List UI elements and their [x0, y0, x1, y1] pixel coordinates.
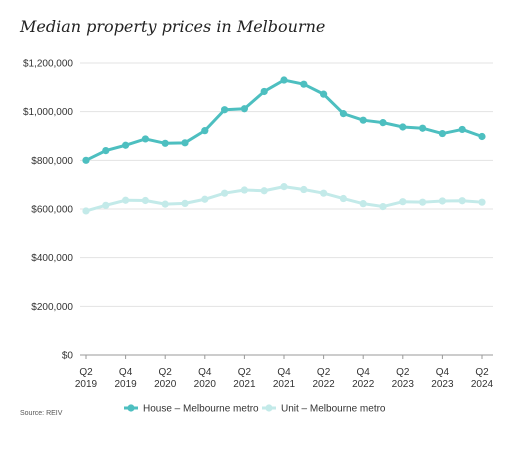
- data-point: [141, 135, 149, 143]
- series-line: [84, 78, 484, 162]
- data-point: [419, 198, 427, 206]
- source-note: Source: REIV: [20, 410, 63, 417]
- x-tick-label: 2021: [273, 379, 296, 390]
- legend-label: Unit – Melbourne metro: [281, 404, 386, 415]
- data-point: [339, 110, 347, 118]
- x-axis-labels: Q22019Q42019Q22020Q42020Q22021Q42021Q220…: [75, 355, 494, 390]
- gridlines: [80, 62, 493, 356]
- data-point: [221, 106, 229, 114]
- x-tick-label: 2023: [431, 379, 454, 390]
- x-tick-label: Q2: [238, 367, 252, 378]
- data-point: [260, 87, 268, 96]
- x-tick-label: 2024: [471, 379, 494, 390]
- chart-title: Median property prices in Melbourne: [20, 17, 326, 36]
- x-tick-label: Q2: [475, 367, 489, 378]
- data-point: [161, 200, 169, 208]
- data-point: [181, 199, 189, 208]
- data-point: [240, 186, 248, 194]
- series-group: [82, 76, 486, 215]
- x-tick-label: 2023: [392, 379, 415, 390]
- data-point: [458, 197, 466, 205]
- x-tick-label: 2019: [75, 379, 98, 390]
- x-tick-label: Q4: [357, 367, 371, 378]
- data-point: [181, 139, 189, 147]
- data-point: [141, 196, 149, 205]
- x-tick-label: Q2: [79, 367, 93, 378]
- data-point: [122, 141, 130, 149]
- data-point: [102, 147, 110, 155]
- x-tick-label: Q4: [198, 367, 212, 378]
- data-point: [122, 196, 130, 204]
- data-point: [320, 90, 328, 98]
- legend-label: House – Melbourne metro: [143, 404, 259, 415]
- data-point: [478, 198, 486, 206]
- data-point: [320, 189, 328, 197]
- x-tick-label: 2020: [194, 379, 217, 390]
- x-tick-label: 2022: [312, 379, 335, 390]
- data-point: [82, 156, 90, 164]
- data-point: [478, 132, 486, 141]
- data-point: [300, 80, 308, 88]
- y-tick-label: $800,000: [31, 156, 73, 167]
- legend-swatch-marker: [265, 404, 273, 412]
- y-tick-label: $1,000,000: [23, 107, 73, 118]
- x-tick-label: Q2: [317, 367, 331, 378]
- legend-swatch-marker: [127, 404, 135, 412]
- x-tick-label: Q2: [159, 367, 173, 378]
- y-tick-label: $1,200,000: [23, 59, 73, 70]
- data-point: [240, 105, 248, 113]
- x-tick-label: 2021: [233, 379, 256, 390]
- y-axis-labels: $0 $200,000 $400,000 $600,000 $800,000 $1,000…: [23, 59, 73, 362]
- data-point: [399, 123, 407, 131]
- x-tick-label: 2020: [154, 379, 177, 390]
- data-point: [399, 198, 407, 206]
- data-point: [82, 207, 90, 215]
- x-tick-label: 2022: [352, 379, 375, 390]
- x-tick-label: Q4: [436, 367, 450, 378]
- data-point: [379, 202, 387, 211]
- y-tick-label: $400,000: [31, 253, 73, 264]
- x-tick-label: 2019: [114, 379, 137, 390]
- data-point: [300, 185, 308, 194]
- y-tick-label: $0: [62, 351, 74, 362]
- y-tick-label: $200,000: [31, 302, 73, 313]
- y-tick-label: $600,000: [31, 205, 73, 216]
- data-point: [102, 201, 110, 209]
- data-point: [339, 194, 347, 203]
- x-tick-label: Q4: [119, 367, 133, 378]
- data-point: [359, 116, 367, 124]
- x-tick-label: Q2: [396, 367, 410, 378]
- data-point: [201, 195, 209, 203]
- data-point: [280, 76, 288, 84]
- data-point: [260, 187, 268, 195]
- data-point: [161, 139, 169, 147]
- x-tick-label: Q4: [277, 367, 291, 378]
- data-point: [359, 200, 367, 208]
- data-point: [419, 124, 427, 132]
- data-point: [221, 189, 229, 197]
- data-point: [280, 183, 288, 191]
- data-point: [458, 125, 466, 134]
- data-point: [379, 119, 387, 127]
- data-point: [438, 129, 446, 138]
- data-point: [438, 197, 446, 205]
- data-point: [201, 127, 209, 135]
- legend: House – Melbourne metro Unit – Melbourne …: [124, 404, 386, 415]
